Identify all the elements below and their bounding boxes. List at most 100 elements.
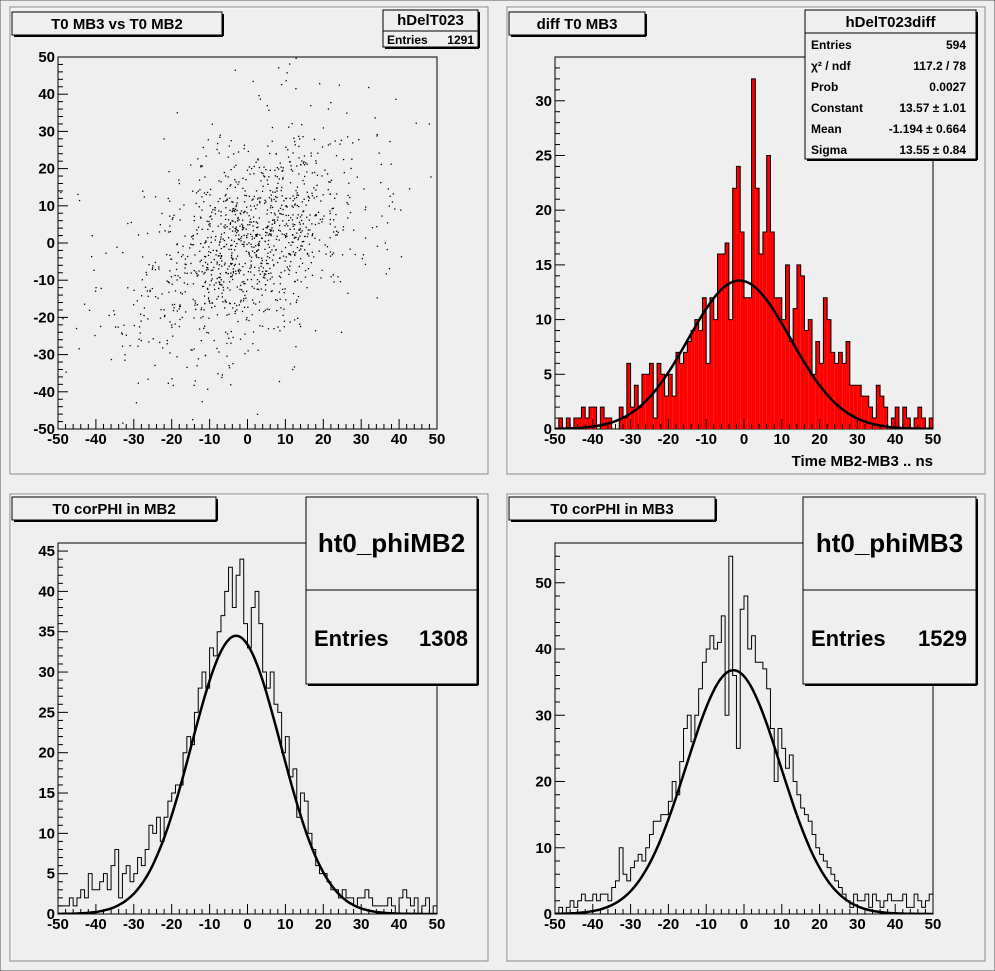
scatter-point — [258, 95, 260, 97]
scatter-point — [226, 314, 228, 316]
scatter-point — [266, 308, 268, 310]
scatter-point — [318, 222, 320, 225]
hist-bar — [581, 407, 586, 429]
scatter-point — [249, 255, 251, 257]
scatter-point — [255, 303, 257, 305]
scatter-point — [175, 268, 178, 271]
scatter-point — [274, 175, 276, 177]
scatter-point — [282, 177, 284, 179]
scatter-point — [304, 276, 307, 278]
scatter-point — [224, 307, 226, 309]
scatter-point — [273, 219, 276, 221]
scatter-point — [200, 165, 202, 167]
scatter-point — [260, 180, 262, 182]
scatter-point — [210, 280, 212, 282]
scatter-point — [298, 145, 300, 148]
hist-bar — [929, 418, 933, 429]
scatter-point — [259, 325, 261, 327]
scatter-point — [303, 161, 305, 163]
scatter-point — [261, 325, 264, 327]
y-tick-label: 15 — [38, 785, 55, 802]
scatter-point — [164, 230, 166, 232]
scatter-point — [288, 253, 290, 255]
scatter-point — [333, 219, 335, 221]
scatter-point — [249, 221, 251, 223]
scatter-point — [254, 266, 256, 268]
hist-bar — [744, 297, 748, 429]
scatter-point — [183, 204, 185, 206]
scatter-point — [202, 265, 204, 267]
scatter-point — [271, 227, 273, 229]
scatter-point — [294, 140, 296, 143]
x-tick-label: -40 — [85, 431, 107, 448]
y-tick-label: 30 — [535, 93, 552, 110]
scatter-point — [320, 277, 322, 279]
scatter-point — [347, 194, 349, 197]
scatter-point — [258, 244, 260, 247]
scatter-point — [243, 147, 245, 150]
scatter-point — [249, 205, 252, 207]
scatter-point — [184, 258, 187, 260]
scatter-point — [256, 235, 258, 237]
stats-value: 13.57 ± 1.01 — [899, 101, 966, 115]
scatter-point — [232, 272, 235, 274]
scatter-point — [290, 244, 292, 246]
scatter-point — [229, 281, 231, 283]
scatter-point — [303, 210, 305, 212]
scatter-point — [152, 265, 154, 267]
stats-name: ht0_phiMB2 — [318, 528, 465, 558]
scatter-point — [164, 314, 166, 317]
scatter-point — [174, 323, 176, 325]
scatter-point — [228, 313, 230, 315]
scatter-point — [291, 219, 294, 221]
scatter-point — [258, 217, 260, 219]
scatter-point — [259, 234, 261, 236]
scatter-point — [169, 254, 171, 256]
scatter-point — [265, 270, 267, 272]
scatter-point — [281, 186, 283, 189]
scatter-point — [187, 255, 189, 258]
scatter-point — [280, 213, 282, 215]
scatter-point — [223, 281, 225, 283]
scatter-point — [235, 226, 237, 228]
scatter-point — [306, 191, 308, 193]
scatter-point — [284, 234, 287, 237]
scatter-point — [243, 280, 245, 283]
scatter-point — [371, 227, 374, 229]
scatter-point — [201, 165, 203, 167]
scatter-point — [163, 138, 165, 140]
scatter-point — [234, 302, 236, 305]
scatter-point — [241, 289, 243, 291]
scatter-point — [303, 155, 306, 157]
scatter-point — [227, 156, 229, 158]
scatter-point — [274, 222, 276, 224]
scatter-point — [251, 235, 253, 238]
scatter-point — [205, 240, 207, 242]
x-tick-label: -40 — [582, 916, 604, 933]
scatter-point — [99, 325, 102, 328]
hist-bar — [664, 396, 669, 429]
scatter-point — [266, 225, 269, 227]
scatter-point — [279, 330, 281, 332]
scatter-point — [278, 229, 280, 231]
scatter-point — [252, 229, 255, 232]
y-tick-label: -10 — [33, 272, 55, 289]
scatter-point — [207, 288, 209, 290]
scatter-point — [231, 276, 233, 278]
scatter-point — [281, 233, 283, 235]
scatter-point — [176, 279, 178, 281]
fit-curve — [58, 634, 437, 914]
scatter-point — [256, 204, 258, 206]
scatter-point — [324, 244, 326, 246]
scatter-point — [284, 260, 286, 262]
scatter-point — [154, 196, 157, 198]
hist-bar — [702, 297, 707, 429]
scatter-point — [225, 175, 227, 177]
hist-bar — [868, 407, 873, 429]
x-tick-label: -30 — [123, 431, 145, 448]
scatter-point — [231, 220, 233, 222]
scatter-point — [231, 230, 234, 232]
scatter-point — [230, 254, 233, 257]
x-tick-label: 50 — [429, 431, 446, 448]
x-tick-label: 10 — [277, 431, 294, 448]
